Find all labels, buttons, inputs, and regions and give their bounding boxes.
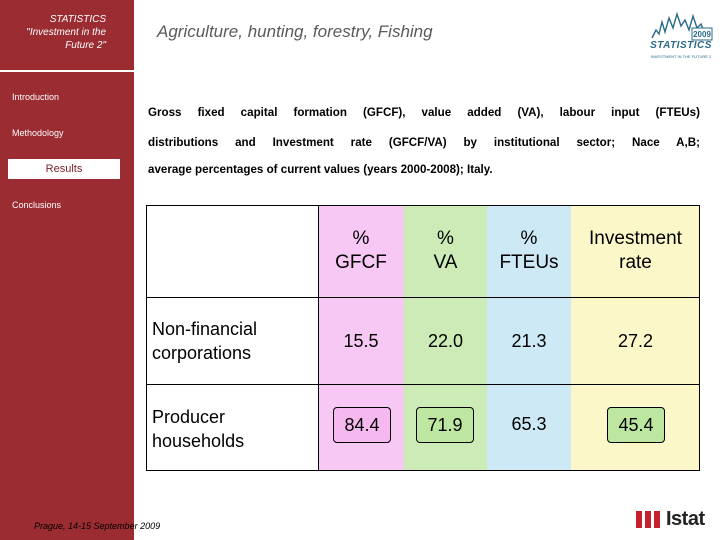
sidebar-header-line: STATISTICS (49, 14, 106, 25)
column-divider (318, 205, 319, 471)
istat-mark (645, 511, 651, 528)
table-cell: 65.3 (511, 413, 547, 434)
column-header-fteus: % FTEUs (499, 228, 559, 273)
sidebar-header-line: Future 2" (65, 40, 106, 51)
table-cell: 22.0 (427, 330, 464, 351)
data-table: % GFCF % VA % FTEUs Investment rate Non-… (146, 205, 700, 471)
description-line: Gross fixed capital formation (GFCF), va… (148, 106, 700, 119)
table-cell: 21.3 (511, 330, 547, 351)
row-label-non-financial-corporations: Non-financial corporations (152, 319, 258, 363)
istat-mark (654, 511, 660, 528)
logo-title: STATISTICS (650, 40, 712, 51)
istat-wordmark: Istat (666, 508, 705, 530)
nav-item-conclusions[interactable]: Conclusions (12, 200, 62, 210)
row-divider (146, 297, 700, 298)
column-bg-label (146, 205, 318, 471)
column-bg-fteus (487, 205, 571, 471)
logo-subtitle: INVESTMENT IN THE FUTURE 2 (650, 54, 712, 59)
sidebar-divider (0, 70, 134, 72)
table-outline (146, 205, 700, 471)
skyline-icon: 2009 (651, 11, 713, 41)
column-header-va: % VA (433, 228, 458, 273)
footer-text: Prague, 14-15 September 2009 (34, 521, 161, 531)
table-cell: 27.2 (617, 330, 654, 351)
istat-mark (636, 511, 642, 528)
row-divider (146, 384, 700, 385)
column-header-gfcf: % GFCF (335, 228, 387, 273)
sidebar-header-line: "Investment in the (26, 27, 106, 38)
nav-item-methodology[interactable]: Methodology (12, 128, 64, 138)
logo-year: 2009 (693, 30, 711, 39)
row-label-producer-households: Producer households (152, 407, 245, 451)
table-cell-highlighted: 84.4 (333, 407, 391, 443)
table-cell-highlighted: 71.9 (416, 407, 474, 443)
statistics-logo: 2009 STATISTICS INVESTMENT IN THE FUTURE… (648, 8, 714, 64)
page-title: Agriculture, hunting, forestry, Fishing (157, 22, 433, 41)
sidebar: STATISTICS "Investment in the Future 2" … (0, 0, 134, 540)
sidebar-header: STATISTICS "Investment in the Future 2" (0, 0, 134, 70)
description-line: average percentages of current values (y… (148, 163, 493, 176)
istat-logo: Istat (636, 508, 712, 532)
column-header-investment-rate: Investment rate (589, 228, 682, 273)
description-line: distributions and Investment rate (GFCF/… (148, 136, 700, 149)
nav-item-introduction[interactable]: Introduction (12, 92, 60, 102)
table-cell-highlighted: 45.4 (607, 407, 665, 443)
nav-item-results[interactable]: Results (8, 159, 120, 179)
table-cell: 15.5 (343, 330, 379, 351)
